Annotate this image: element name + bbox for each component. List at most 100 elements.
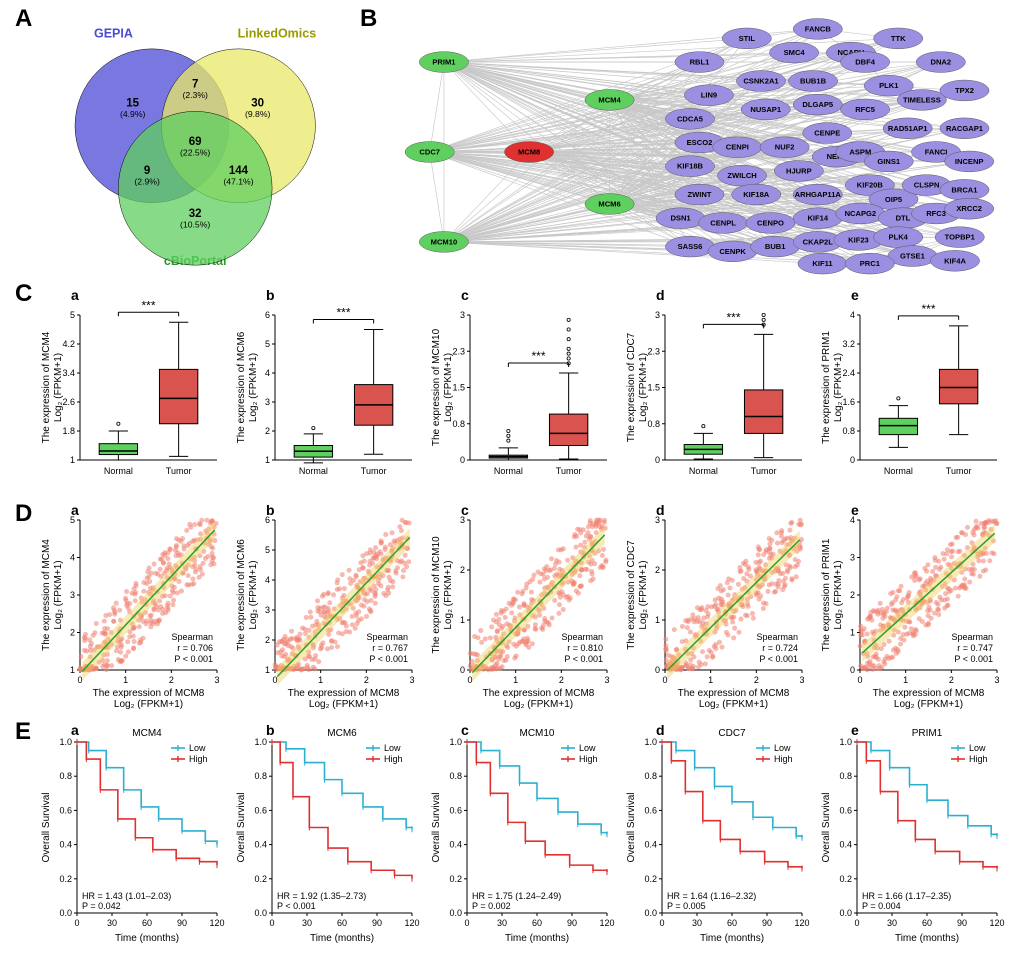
svg-text:1.8: 1.8 [62,426,75,436]
svg-text:NUF2: NUF2 [775,143,795,152]
svg-text:0.4: 0.4 [449,840,462,850]
svg-text:0: 0 [655,455,660,465]
svg-text:HJURP: HJURP [786,166,812,175]
svg-text:60: 60 [727,918,737,928]
network-node: TOPBP1 [935,227,984,248]
svg-text:P < 0.001: P < 0.001 [759,654,798,664]
km-p: P < 0.001 [277,901,316,911]
svg-text:1.5: 1.5 [647,383,660,393]
x-tick-label: Tumor [166,466,192,476]
svg-text:2.4: 2.4 [842,368,855,378]
venn-pct: (22.5%) [180,148,210,158]
network-node: MCM4 [585,90,634,111]
spearman-label: Spearman [561,632,603,642]
svg-text:120: 120 [989,918,1004,928]
network-node: RACGAP1 [940,118,989,139]
svg-text:Log₂ (FPKM+1): Log₂ (FPKM+1) [638,560,649,629]
km-legend: High [579,754,598,764]
svg-text:30: 30 [302,918,312,928]
network-node: ZWILCH [717,165,766,186]
km-legend: High [774,754,793,764]
svg-text:KIF23: KIF23 [848,235,869,244]
row-E-km: a0.00.20.40.60.81.00306090120Overall Sur… [35,720,1005,945]
svg-text:1: 1 [70,665,75,675]
svg-text:4: 4 [265,575,270,585]
y-axis-label: The expression of PRIM1 [821,538,832,651]
svg-text:r = 0.810: r = 0.810 [567,643,603,653]
network-node: CENPK [708,241,757,262]
network-node: INCENP [945,151,994,172]
network-node: CSNK2A1 [736,71,785,92]
sig-stars: *** [531,349,545,363]
scatter-cell: a123450123The expression of MCM4Log₂ (FP… [35,500,225,710]
svg-text:PLK4: PLK4 [889,233,909,242]
x-tick-label: Tumor [946,466,972,476]
venn-count: 9 [144,165,150,177]
svg-text:r = 0.724: r = 0.724 [762,643,798,653]
y-axis-label: Overall Survival [431,792,442,862]
km-p: P = 0.042 [82,901,121,911]
svg-text:3: 3 [799,675,804,685]
sub-label: d [656,502,665,518]
svg-text:CLSPN: CLSPN [914,181,940,190]
svg-text:0.4: 0.4 [254,840,267,850]
svg-text:Log₂ (FPKM+1): Log₂ (FPKM+1) [53,560,64,629]
sig-stars: *** [726,310,740,324]
network-node: MCM8 [505,142,554,163]
sub-label: b [266,722,275,738]
svg-text:GTSE1: GTSE1 [900,252,925,261]
svg-text:0: 0 [850,665,855,675]
row-C-boxplots: a11.82.63.44.25The expression of MCM4Log… [35,285,1005,485]
x-axis-label: The expression of MCM8 [288,688,400,699]
network-node: NCAPG2 [836,203,885,224]
svg-text:RFC5: RFC5 [855,105,875,114]
svg-text:4.2: 4.2 [62,339,75,349]
svg-text:0.4: 0.4 [59,840,72,850]
svg-text:1: 1 [318,675,323,685]
svg-text:0: 0 [464,918,469,928]
svg-text:MCM10: MCM10 [431,237,457,246]
boxplot-cell: e00.81.62.43.24The expression of PRIM1Lo… [815,285,1005,485]
y-axis-label: The expression of CDC7 [626,332,637,442]
network-node: SMC4 [770,42,819,63]
svg-text:0: 0 [857,675,862,685]
svg-text:30: 30 [887,918,897,928]
venn-count: 69 [189,136,202,148]
svg-text:30: 30 [497,918,507,928]
svg-text:1: 1 [513,675,518,685]
svg-text:Log₂ (FPKM+1): Log₂ (FPKM+1) [894,699,963,710]
venn-pct: (4.9%) [120,109,146,119]
km-hr: HR = 1.64 (1.16–2.32) [667,891,756,901]
svg-text:1.5: 1.5 [452,383,465,393]
network-node: XRCC2 [945,198,994,219]
y-axis-label: The expression of MCM10 [431,536,442,654]
svg-text:3: 3 [655,310,660,320]
svg-text:ZWILCH: ZWILCH [727,171,756,180]
network-node: HJURP [774,160,823,181]
svg-text:0.6: 0.6 [59,805,72,815]
svg-text:MCM6: MCM6 [598,199,620,208]
svg-text:DSN1: DSN1 [670,214,690,223]
svg-text:Log₂ (FPKM+1): Log₂ (FPKM+1) [504,699,573,710]
venn-count: 144 [229,165,249,177]
svg-text:NUSAP1: NUSAP1 [750,105,781,114]
scatter-cell: d01230123The expression of CDC7Log₂ (FPK… [620,500,810,710]
network-node: CDC7 [405,142,454,163]
km-title: MCM10 [519,728,554,739]
y-axis-label: Overall Survival [41,792,52,862]
svg-text:KIF14: KIF14 [807,214,828,223]
svg-text:DBF4: DBF4 [855,58,876,67]
network-node: CDCA5 [665,108,714,129]
spearman-label: Spearman [756,632,798,642]
x-axis-label: Time (months) [505,933,569,944]
svg-text:1: 1 [708,675,713,685]
svg-text:Log₂ (FPKM+1): Log₂ (FPKM+1) [114,699,183,710]
network-node: DLGAP5 [793,94,842,115]
svg-text:TOPBP1: TOPBP1 [945,233,975,242]
km-cell: c0.00.20.40.60.81.00306090120Overall Sur… [425,720,615,945]
venn-count: 30 [251,98,264,110]
sub-label: b [266,502,275,518]
svg-text:P < 0.001: P < 0.001 [369,654,408,664]
network-node: GINS1 [864,151,913,172]
network-node: CENPI [713,137,762,158]
